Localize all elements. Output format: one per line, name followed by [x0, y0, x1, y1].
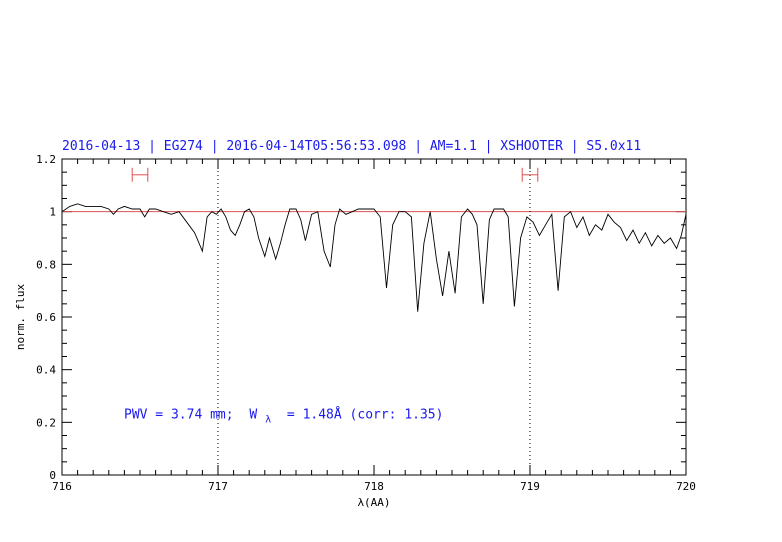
continuum-window-markers — [131, 167, 539, 182]
y-tick-label: 0 — [49, 469, 56, 482]
x-tick-labels: 716 717 718 719 720 — [52, 480, 696, 493]
w-prefix: W — [249, 407, 257, 422]
x-tick-label: 719 — [520, 480, 540, 493]
plot-frame — [61, 158, 687, 476]
x-tick-label: 718 — [364, 480, 384, 493]
spectrum-series-line — [61, 203, 687, 312]
y-axis-label: norm. flux — [14, 284, 27, 351]
pwv-annotation: PWV = 3.74 mm; W λ = 1.48Å (corr: 1.35) — [124, 406, 443, 426]
x-tick-label: 720 — [676, 480, 696, 493]
y-tick-label: 0.6 — [36, 311, 56, 324]
y-tick-label: 0.2 — [36, 416, 56, 429]
w-text: = 1.48Å (corr: 1.35) — [287, 406, 444, 422]
x-axis-label: λ(AA) — [357, 496, 390, 509]
x-tick-label: 717 — [208, 480, 228, 493]
y-tick-label: 1.2 — [36, 153, 56, 166]
pwv-text: PWV = 3.74 mm; — [124, 407, 234, 422]
x-tick-label: 716 — [52, 480, 72, 493]
x-axis-ticks — [61, 159, 687, 475]
continuum-window — [521, 167, 539, 182]
y-tick-label: 0.4 — [36, 364, 56, 377]
w-subscript: λ — [265, 414, 271, 425]
y-axis-ticks — [62, 158, 686, 476]
chart-title: 2016-04-13 | EG274 | 2016-04-14T05:56:53… — [62, 139, 641, 154]
y-tick-labels: 0 0.2 0.4 0.6 0.8 1 1.2 — [36, 153, 56, 482]
vertical-dotted-lines — [217, 159, 531, 475]
y-tick-label: 0.8 — [36, 258, 56, 271]
y-tick-label: 1 — [49, 206, 56, 219]
continuum-window — [131, 167, 149, 182]
